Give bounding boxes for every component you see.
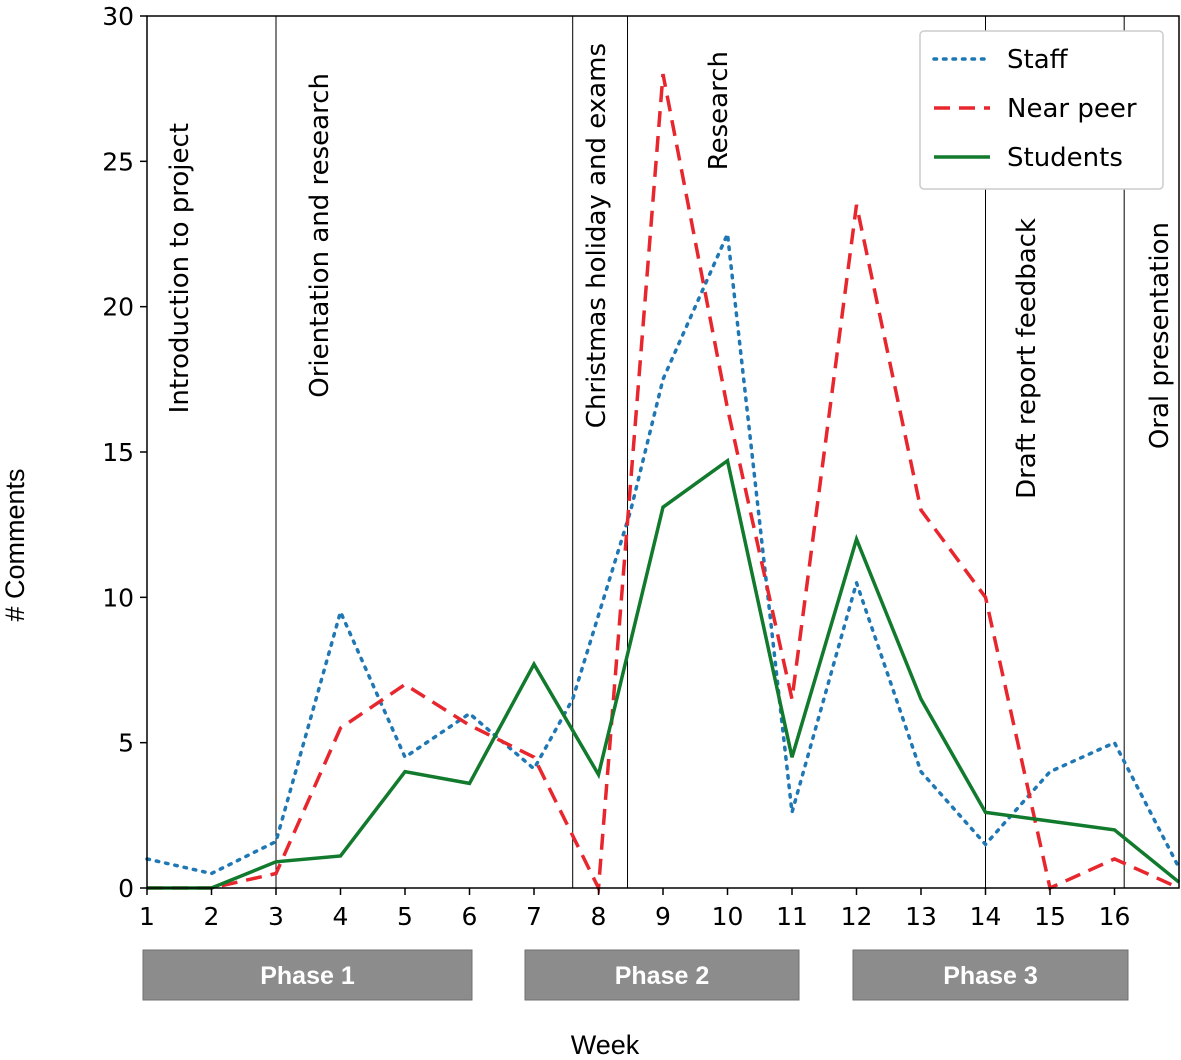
x-tick-label-15: 15: [1034, 902, 1066, 931]
event-label-1: Introduction to project: [165, 123, 195, 413]
x-tick-label-9: 9: [655, 902, 671, 931]
x-tick-label-7: 7: [526, 902, 542, 931]
x-tick-label-4: 4: [333, 902, 349, 931]
phase-label-1: Phase 1: [260, 962, 355, 990]
x-tick-label-1: 1: [139, 902, 155, 931]
phase-bar-1: [142, 949, 473, 1001]
y-tick-label-10: 10: [102, 583, 134, 612]
series-line-students: [147, 457, 1181, 890]
phase-bar-3: [852, 949, 1129, 1001]
x-tick-label-10: 10: [712, 902, 744, 931]
event-label-5: Draft report feedback: [1012, 218, 1042, 499]
x-axis-title: Week: [571, 1030, 640, 1060]
event-label-4: Research: [704, 51, 734, 170]
x-tick-label-5: 5: [397, 902, 413, 931]
legend-label-students: Students: [1007, 143, 1123, 173]
x-tick-label-12: 12: [841, 902, 873, 931]
series-line-staff: [145, 227, 1181, 876]
phase-bar-2: [524, 949, 800, 1001]
legend-box: [919, 30, 1164, 190]
legend-label-near-peer: Near peer: [1007, 94, 1137, 124]
x-tick-label-2: 2: [204, 902, 220, 931]
x-tick-label-11: 11: [776, 902, 808, 931]
y-tick-label-15: 15: [102, 438, 134, 467]
y-tick-label-25: 25: [102, 147, 134, 176]
x-tick-label-6: 6: [462, 902, 478, 931]
phase-label-2: Phase 2: [615, 962, 710, 990]
x-tick-label-14: 14: [970, 902, 1002, 931]
y-tick-label-5: 5: [118, 729, 134, 758]
series-line-near-peer: [147, 73, 1180, 895]
x-tick-label-8: 8: [591, 902, 607, 931]
event-label-6: Oral presentation: [1145, 222, 1175, 449]
phase-label-3: Phase 3: [943, 962, 1038, 990]
x-tick-label-3: 3: [268, 902, 284, 931]
event-label-3: Christmas holiday and exams: [582, 43, 612, 428]
y-tick-label-20: 20: [102, 293, 134, 322]
event-label-2: Orientation and research: [305, 73, 335, 398]
x-tick-label-16: 16: [1099, 902, 1131, 931]
y-tick-label-0: 0: [118, 874, 134, 903]
y-tick-label-30: 30: [102, 2, 134, 31]
plot-area: Introduction to project Orientation and r…: [102, 2, 1181, 1001]
x-tick-label-13: 13: [905, 902, 937, 931]
y-axis-title: # Comments: [0, 468, 30, 621]
legend-label-staff: Staff: [1007, 45, 1069, 75]
